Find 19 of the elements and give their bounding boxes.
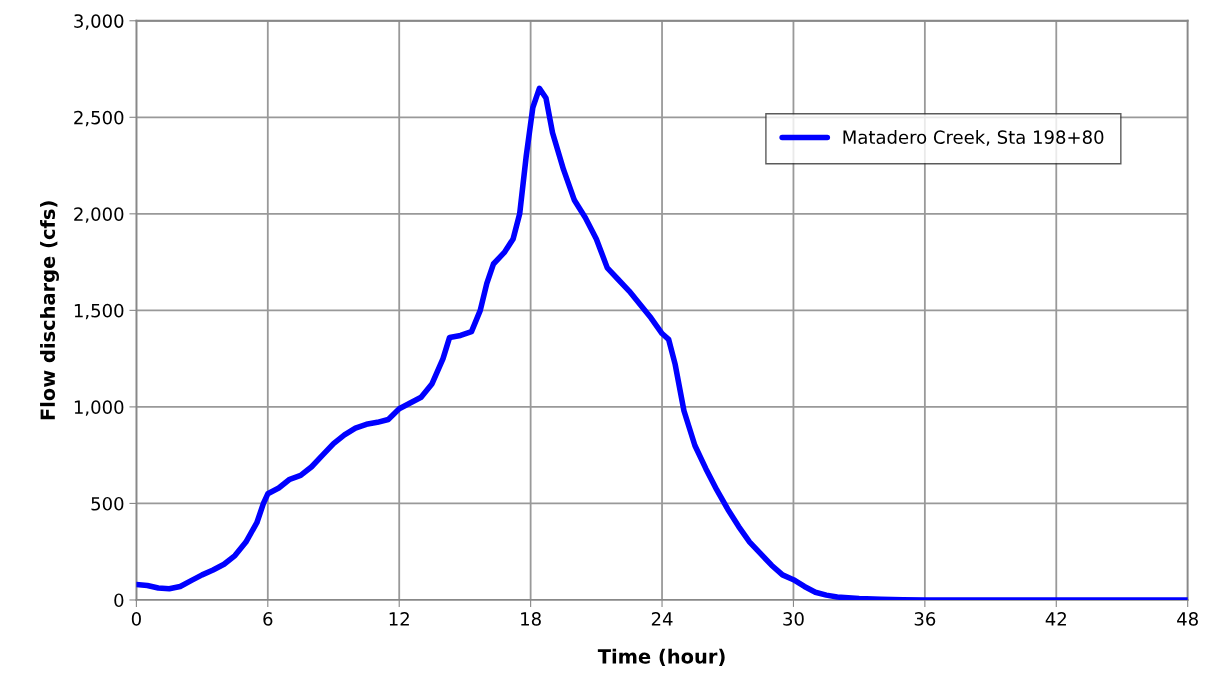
x-tick-label: 24 — [651, 612, 673, 626]
x-tick-label: 12 — [389, 612, 409, 626]
x-tick-label: 30 — [783, 612, 804, 626]
y-tick-label: 2,000 — [74, 207, 124, 223]
x-tick-label: 6 — [263, 612, 273, 626]
legend-label: Matadero Creek, Sta 198+80 — [843, 130, 1104, 146]
x-axis-title: Time (hour) — [597, 648, 725, 667]
y-tick-label: 500 — [91, 496, 124, 511]
y-tick-label: 3,000 — [74, 14, 124, 30]
y-tick-label: 1,500 — [74, 303, 124, 320]
x-tick-label: 18 — [521, 612, 541, 626]
x-tick-label: 36 — [914, 612, 936, 626]
x-tick-label: 0 — [131, 612, 141, 626]
x-tick-label: 48 — [1177, 612, 1198, 626]
y-tick-label: 1,000 — [74, 400, 124, 416]
x-tick-label: 42 — [1045, 612, 1066, 626]
y-tick-label: 0 — [114, 593, 124, 608]
y-tick-label: 2,500 — [74, 110, 124, 127]
y-axis-title: Flow discharge (cfs) — [40, 201, 60, 420]
